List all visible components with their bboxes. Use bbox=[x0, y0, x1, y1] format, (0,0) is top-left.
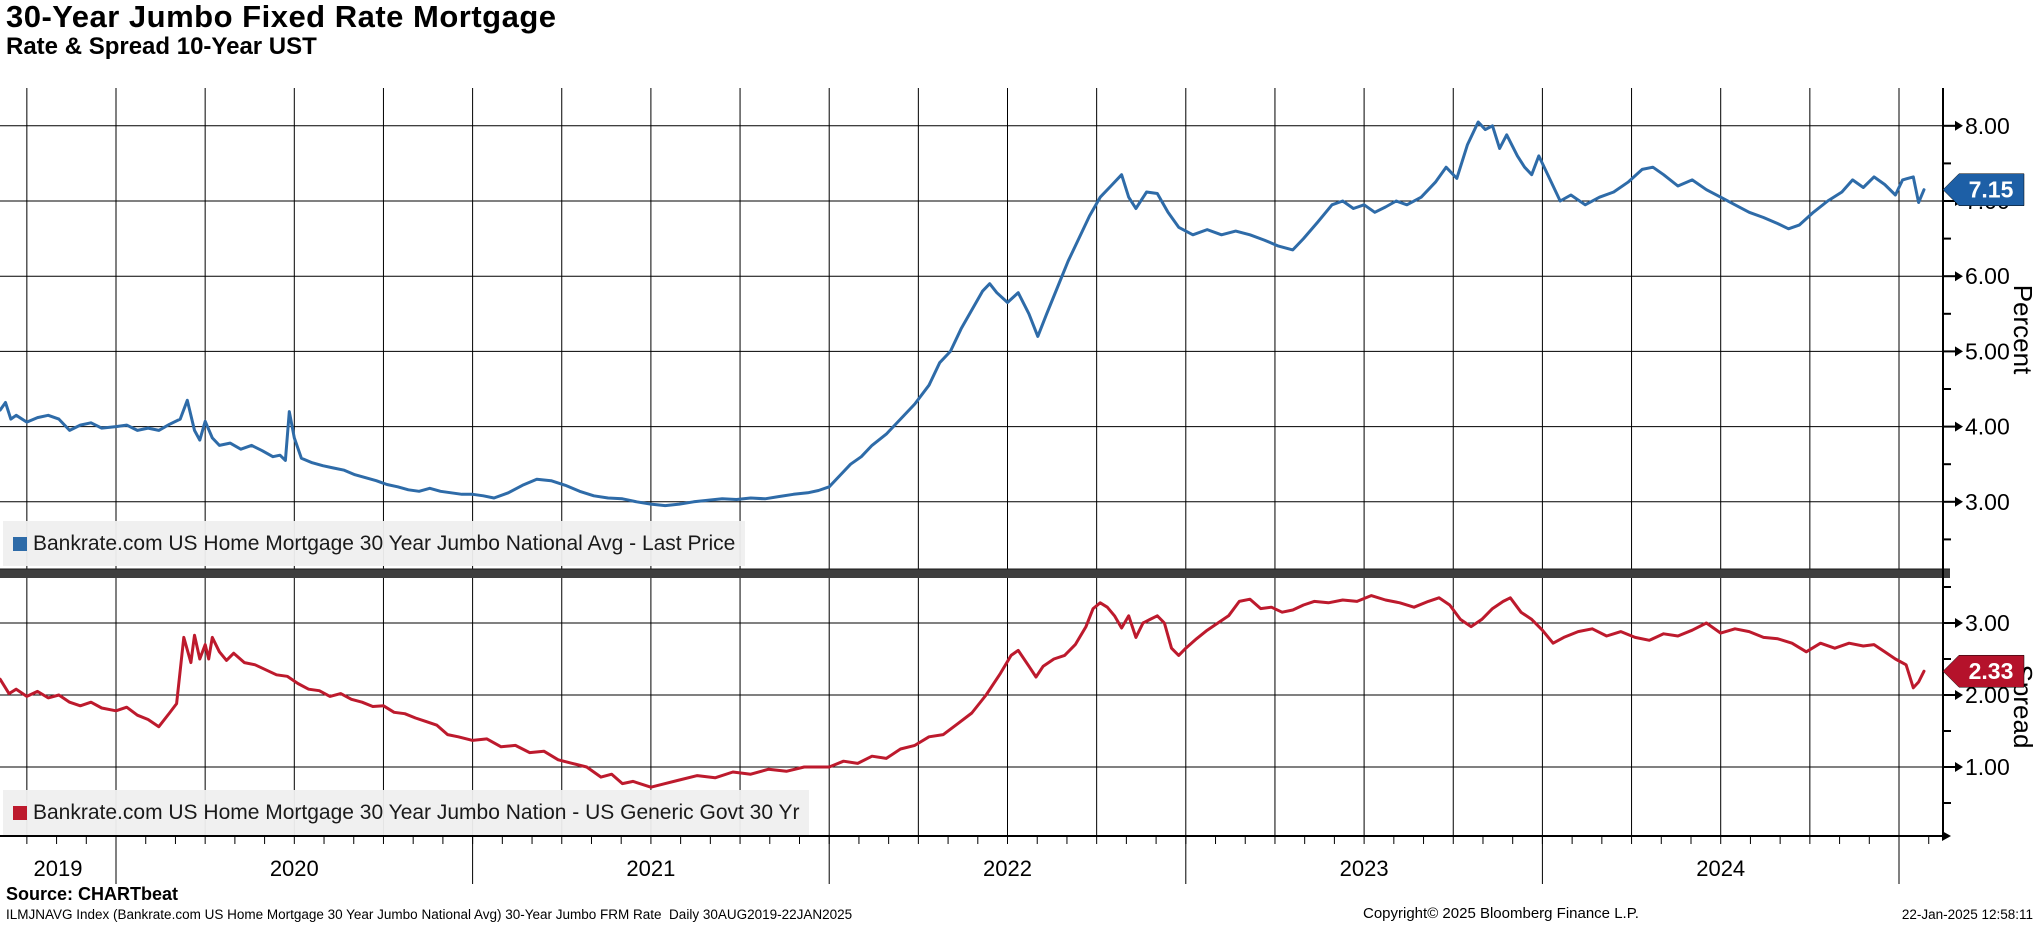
axis-tick-arrow-icon bbox=[1955, 762, 1963, 772]
x-year-label: 2024 bbox=[1696, 856, 1745, 881]
source-label: Source: CHARTbeat bbox=[6, 884, 179, 904]
y-tick-label: 3.00 bbox=[1965, 489, 2010, 515]
legend-spread: Bankrate.com US Home Mortgage 30 Year Ju… bbox=[3, 790, 810, 835]
legend-marker-blue-square-icon bbox=[13, 536, 27, 551]
rate-series-line bbox=[0, 120, 1926, 508]
panel-divider bbox=[0, 569, 1950, 578]
x-axis-arrow-icon bbox=[1942, 831, 1951, 841]
y-tick-label: 1.00 bbox=[1965, 754, 2010, 780]
badge-value-label: 7.15 bbox=[1969, 177, 2014, 203]
y-axis-title: Percent bbox=[2008, 285, 2038, 375]
index-description: ILMJNAVG Index (Bankrate.com US Home Mor… bbox=[6, 907, 853, 922]
x-year-label: 2022 bbox=[983, 856, 1032, 881]
y-tick-label: 8.00 bbox=[1965, 113, 2010, 139]
badge-value-label: 2.33 bbox=[1969, 658, 2014, 684]
legend-spread-label: Bankrate.com US Home Mortgage 30 Year Ju… bbox=[33, 800, 800, 824]
axis-tick-arrow-icon bbox=[1955, 618, 1963, 628]
y-tick-label: 3.00 bbox=[1965, 610, 2010, 636]
axis-tick-arrow-icon bbox=[1955, 120, 1963, 131]
axis-tick-arrow-icon bbox=[1955, 421, 1963, 432]
legend-rate-label: Bankrate.com US Home Mortgage 30 Year Ju… bbox=[33, 531, 736, 555]
x-year-label: 2019 bbox=[34, 856, 83, 881]
page-subtitle: Rate & Spread 10-Year UST bbox=[6, 33, 317, 60]
timestamp: 22-Jan-2025 12:58:11 bbox=[1901, 907, 2033, 922]
y-tick-label: 4.00 bbox=[1965, 414, 2010, 440]
page-title: 30-Year Jumbo Fixed Rate Mortgage bbox=[6, 0, 557, 34]
copyright-notice: Copyright© 2025 Bloomberg Finance L.P. bbox=[1363, 905, 1639, 922]
x-year-label: 2023 bbox=[1340, 856, 1389, 881]
spread-series-line bbox=[0, 594, 1926, 789]
spread-last-price-badge bbox=[1942, 654, 2025, 688]
axis-tick-arrow-icon bbox=[1955, 690, 1963, 700]
legend-rate: Bankrate.com US Home Mortgage 30 Year Ju… bbox=[3, 521, 746, 566]
x-year-label: 2021 bbox=[626, 856, 675, 881]
axis-tick-arrow-icon bbox=[1955, 496, 1963, 507]
y-tick-label: 6.00 bbox=[1965, 263, 2010, 289]
y-tick-label: 5.00 bbox=[1965, 338, 2010, 364]
legend-marker-red-square-icon bbox=[13, 805, 27, 820]
axis-tick-arrow-icon bbox=[1955, 271, 1963, 282]
rate-last-price-badge bbox=[1942, 173, 2025, 206]
x-year-label: 2020 bbox=[270, 856, 319, 881]
axis-tick-arrow-icon bbox=[1955, 346, 1963, 357]
chart-header: 30-Year Jumbo Fixed Rate Mortgage Rate &… bbox=[6, 0, 557, 60]
